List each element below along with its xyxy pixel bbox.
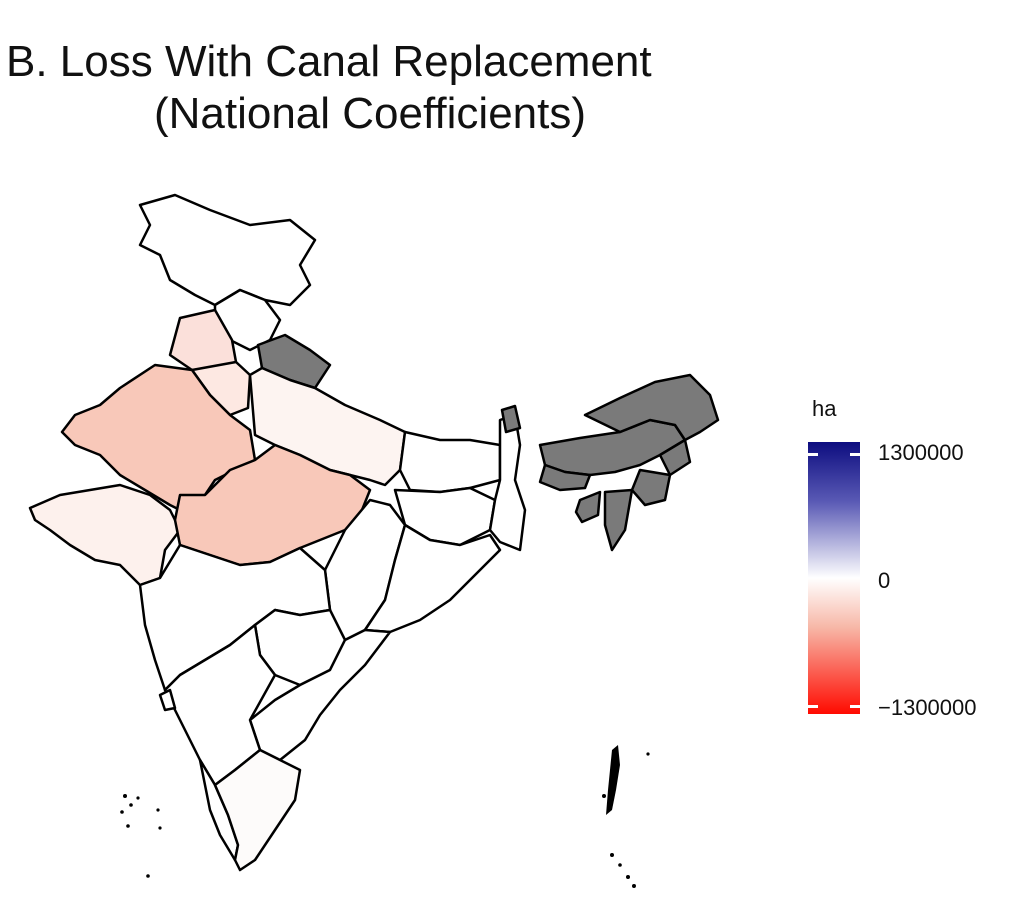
legend-max-label: 1300000	[878, 440, 964, 465]
region-meghalaya	[538, 463, 592, 492]
region-andaman-nicobar	[602, 745, 650, 888]
legend-title: ha	[812, 396, 837, 421]
legend-mid-label: 0	[878, 568, 891, 593]
map-title-line2: (National Coefficients)	[153, 89, 587, 138]
legend-tick-max-left	[808, 453, 818, 456]
region-tripura	[574, 490, 602, 524]
region-arunachal-pradesh	[583, 373, 720, 442]
map-title-line1: B. Loss With Canal Replacement	[6, 37, 652, 86]
legend-tick-min-left	[808, 705, 818, 708]
region-nagaland	[658, 438, 692, 477]
india-state-map	[28, 193, 720, 888]
legend-min-label: −1300000	[878, 695, 977, 720]
region-tamil-nadu	[213, 748, 302, 872]
region-jammu-kashmir	[138, 193, 317, 307]
region-sikkim	[500, 404, 522, 434]
legend-tick-max-right	[850, 453, 860, 456]
region-bihar	[398, 430, 502, 494]
region-odisha	[363, 523, 502, 634]
legend-color-bar	[808, 442, 860, 714]
region-goa	[158, 688, 177, 712]
region-manipur	[630, 468, 672, 507]
map-title: B. Loss With Canal Replacement (National…	[0, 36, 740, 140]
region-lakshadweep	[120, 794, 162, 878]
region-mizoram	[603, 488, 634, 552]
legend-tick-min-right	[850, 705, 860, 708]
region-west-bengal	[488, 413, 527, 552]
region-gujarat	[28, 483, 182, 587]
region-andhra-pradesh	[248, 628, 392, 762]
